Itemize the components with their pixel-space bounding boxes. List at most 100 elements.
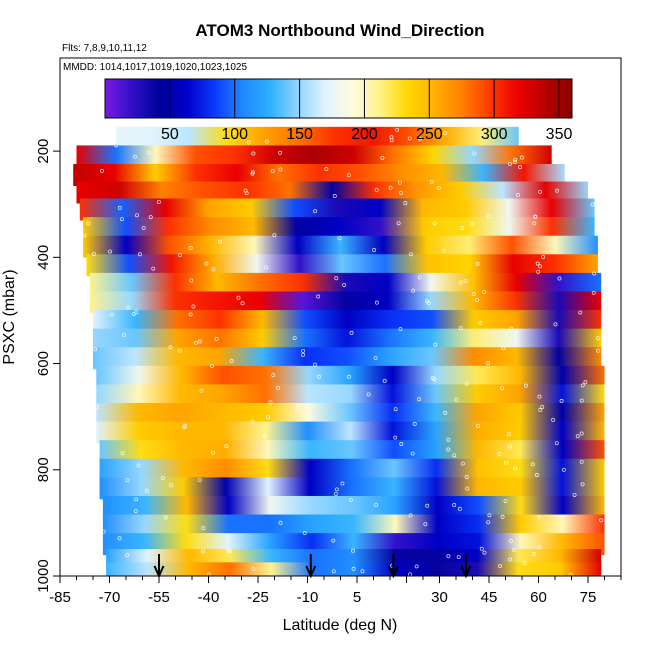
observation-point (513, 157, 518, 162)
observation-point (433, 342, 438, 347)
observation-point (134, 497, 139, 502)
observation-point (423, 522, 428, 527)
observation-point (109, 312, 114, 317)
observation-point (218, 239, 223, 244)
observation-point (296, 403, 301, 408)
observation-point (442, 131, 447, 136)
observation-point (482, 550, 487, 555)
observation-point (456, 554, 461, 559)
observation-point (374, 187, 379, 192)
observation-point (559, 398, 564, 403)
observation-point (465, 486, 470, 491)
observation-point (500, 386, 505, 391)
observation-point (443, 410, 448, 415)
heatmap-layer (89, 291, 602, 314)
colorbar-tick-label: 150 (286, 126, 313, 143)
observation-point (395, 127, 400, 132)
observation-point (579, 431, 584, 436)
observation-point (268, 400, 273, 405)
observation-point (262, 434, 267, 439)
flights-label: Flts: 7,8,9,10,11,12 (62, 43, 147, 54)
observation-point (373, 355, 378, 360)
observation-point (475, 298, 479, 302)
observation-point (425, 299, 430, 304)
observation-point (411, 288, 416, 293)
observation-point (120, 217, 124, 222)
observation-point (537, 545, 542, 550)
observation-point (332, 193, 337, 198)
x-tick-label: -25 (247, 589, 269, 606)
observation-point (351, 566, 356, 571)
observation-point (487, 513, 492, 518)
observation-point (446, 554, 451, 559)
observation-point (276, 385, 281, 390)
observation-point (508, 557, 513, 562)
y-tick-label: 600 (35, 351, 52, 376)
observation-point (457, 506, 462, 511)
y-tick-label: 1000 (35, 559, 52, 592)
observation-point (168, 345, 173, 350)
observation-point (579, 398, 584, 403)
observation-point (429, 179, 434, 184)
observation-point (313, 209, 318, 214)
colorbar-tick-label: 100 (221, 126, 248, 143)
observation-point (324, 167, 329, 171)
observation-point (169, 483, 174, 488)
observation-point (518, 165, 523, 169)
observation-point (579, 459, 584, 464)
observation-point (453, 577, 456, 580)
heatmap-layer (106, 562, 602, 576)
observation-point (536, 269, 541, 274)
observation-point (177, 348, 182, 353)
observation-point (251, 566, 256, 571)
observation-point (101, 529, 106, 534)
observation-point (337, 236, 342, 241)
observation-point (452, 453, 457, 458)
heatmap-layer (99, 440, 605, 463)
dates-label: MMDD: 1014,1017,1019,1020,1023,1025 (63, 62, 247, 73)
observation-point (417, 275, 422, 280)
observation-point (551, 417, 556, 422)
heatmap-layer (73, 164, 565, 187)
observation-point (446, 447, 451, 452)
observation-point (412, 421, 417, 426)
observation-point (201, 549, 205, 554)
observation-point (398, 327, 403, 332)
observation-point (133, 509, 138, 513)
observation-point (541, 255, 546, 259)
colorbar-tick-label: 300 (481, 126, 508, 143)
observation-point (596, 348, 601, 353)
x-tick-label: 30 (431, 589, 448, 606)
observation-point (301, 348, 306, 353)
observation-point (497, 452, 502, 457)
x-tick-label: -40 (198, 589, 220, 606)
observation-point (568, 572, 573, 576)
observation-point (366, 392, 371, 397)
observation-point (553, 322, 558, 327)
observation-point (538, 189, 543, 194)
colorbar-tick-label: 250 (416, 126, 443, 143)
x-axis-label: Latitude (deg N) (283, 617, 398, 634)
heatmap-layer (102, 514, 605, 537)
observation-point (224, 444, 229, 449)
observation-point (334, 487, 339, 492)
observation-point (331, 538, 336, 543)
observation-point (91, 251, 96, 256)
x-tick-label: 45 (481, 589, 498, 606)
observation-point (144, 488, 149, 493)
heatmap-layer (76, 181, 588, 204)
observation-point (313, 362, 317, 367)
observation-point (561, 467, 566, 472)
observation-point (250, 419, 255, 424)
x-tick-label: 5 (353, 589, 361, 606)
heatmap-layer (96, 384, 605, 407)
observation-point (538, 407, 543, 412)
observation-points (82, 127, 604, 580)
observation-point (188, 245, 193, 250)
chart-title: ATOM3 Northbound Wind_Direction (195, 21, 484, 40)
observation-point (137, 252, 142, 257)
observation-point (476, 423, 480, 428)
observation-point (191, 304, 196, 309)
x-tick-label: 75 (580, 589, 597, 606)
observation-point (346, 173, 351, 178)
